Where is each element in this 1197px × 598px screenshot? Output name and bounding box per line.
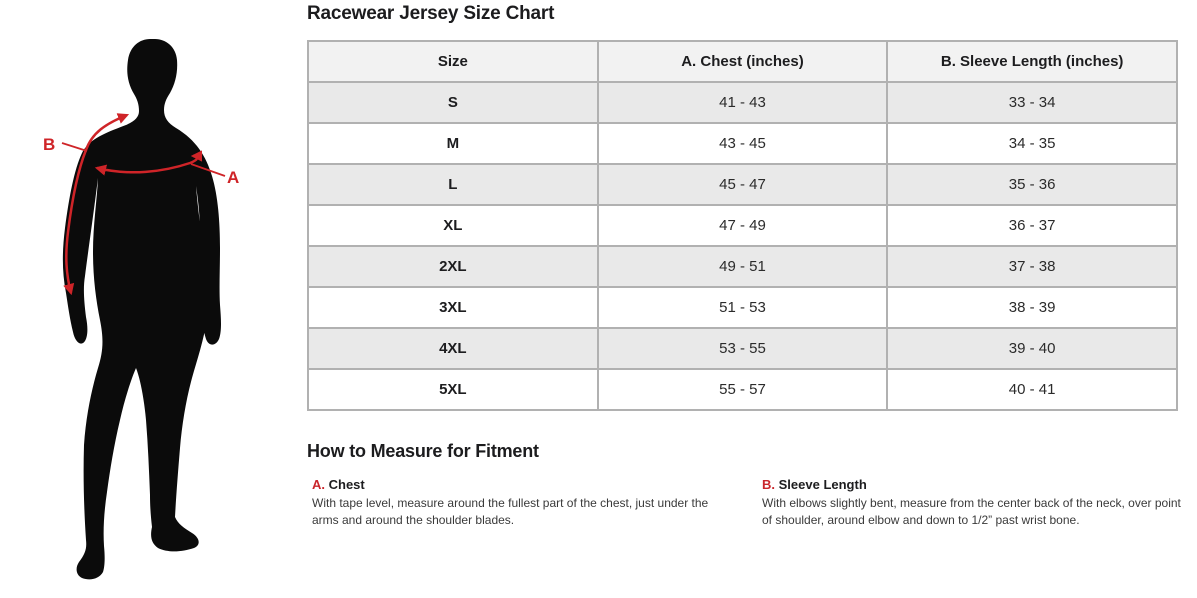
page-title: Racewear Jersey Size Chart xyxy=(307,3,555,24)
sleeve-cell: 33 - 34 xyxy=(886,81,1178,124)
header-row: Size A. Chest (inches) B. Sleeve Length … xyxy=(307,40,1178,83)
measure-text-sleeve: With elbows slightly bent, measure from … xyxy=(762,496,1181,527)
column-header-sleeve: B. Sleeve Length (inches) xyxy=(886,40,1178,83)
sleeve-label-b: B xyxy=(43,135,55,154)
chest-label-a: A xyxy=(227,168,239,187)
measure-name-sleeve: Sleeve Length xyxy=(778,477,867,492)
chest-cell: 55 - 57 xyxy=(596,368,889,411)
silhouette xyxy=(62,39,222,580)
chest-cell: 53 - 55 xyxy=(596,327,889,370)
size-chart-section: Racewear Jersey Size Chart Size A. Chest… xyxy=(307,0,1181,593)
measure-item-chest-heading: A. Chest xyxy=(312,477,737,492)
table-row: L 45 - 47 35 - 36 xyxy=(307,163,1178,206)
chest-measure-line xyxy=(94,150,203,176)
table-row: 5XL 55 - 57 40 - 41 xyxy=(307,368,1178,411)
measure-name-chest: Chest xyxy=(328,477,365,492)
size-cell: L xyxy=(307,163,599,206)
size-cell: 4XL xyxy=(307,327,599,370)
measure-item-sleeve-heading: B. Sleeve Length xyxy=(762,477,1187,492)
size-cell: 2XL xyxy=(307,245,599,288)
size-chart-body: S 41 - 43 33 - 34 M 43 - 45 34 - 35 L 45 - 47 35… xyxy=(307,81,1178,411)
label-a-pointer-line xyxy=(190,163,226,177)
table-row: 2XL 49 - 51 37 - 38 xyxy=(307,245,1178,288)
size-chart-table: Size A. Chest (inches) B. Sleeve Length … xyxy=(307,40,1178,411)
sleeve-cell: 35 - 36 xyxy=(886,163,1178,206)
size-cell: XL xyxy=(307,204,599,247)
size-cell: 3XL xyxy=(307,286,599,329)
label-b-pointer-line xyxy=(61,142,88,152)
chest-cell: 45 - 47 xyxy=(596,163,889,206)
table-row: XL 47 - 49 36 - 37 xyxy=(307,204,1178,247)
column-header-chest: A. Chest (inches) xyxy=(596,40,889,83)
sleeve-cell: 39 - 40 xyxy=(886,327,1178,370)
column-header-size: Size xyxy=(307,40,599,83)
size-cell: S xyxy=(307,81,599,124)
sleeve-cell: 40 - 41 xyxy=(886,368,1178,411)
chest-cell: 51 - 53 xyxy=(596,286,889,329)
table-row: 3XL 51 - 53 38 - 39 xyxy=(307,286,1178,329)
chest-cell: 47 - 49 xyxy=(596,204,889,247)
table-row: M 43 - 45 34 - 35 xyxy=(307,122,1178,165)
chest-cell: 49 - 51 xyxy=(596,245,889,288)
measure-instructions: A. Chest With tape level, measure around… xyxy=(312,477,1187,529)
size-guide-figure: A B xyxy=(0,0,300,593)
size-cell: 5XL xyxy=(307,368,599,411)
table-row: S 41 - 43 33 - 34 xyxy=(307,81,1178,124)
chest-cell: 41 - 43 xyxy=(596,81,889,124)
measure-section-title: How to Measure for Fitment xyxy=(307,441,539,461)
measure-item-chest: A. Chest With tape level, measure around… xyxy=(312,477,737,529)
measure-item-sleeve: B. Sleeve Length With elbows slightly be… xyxy=(762,477,1187,529)
sleeve-measure-line xyxy=(63,113,130,296)
size-cell: M xyxy=(307,122,599,165)
male-silhouette-figure: A B xyxy=(43,39,239,580)
sleeve-cell: 36 - 37 xyxy=(886,204,1178,247)
sleeve-cell: 37 - 38 xyxy=(886,245,1178,288)
measure-letter-b: B. xyxy=(762,477,775,492)
sleeve-cell: 34 - 35 xyxy=(886,122,1178,165)
measure-text-chest: With tape level, measure around the full… xyxy=(312,496,709,527)
measure-letter-a: A. xyxy=(312,477,325,492)
chest-cell: 43 - 45 xyxy=(596,122,889,165)
size-chart-head: Size A. Chest (inches) B. Sleeve Length … xyxy=(307,40,1178,83)
sleeve-cell: 38 - 39 xyxy=(886,286,1178,329)
table-row: 4XL 53 - 55 39 - 40 xyxy=(307,327,1178,370)
